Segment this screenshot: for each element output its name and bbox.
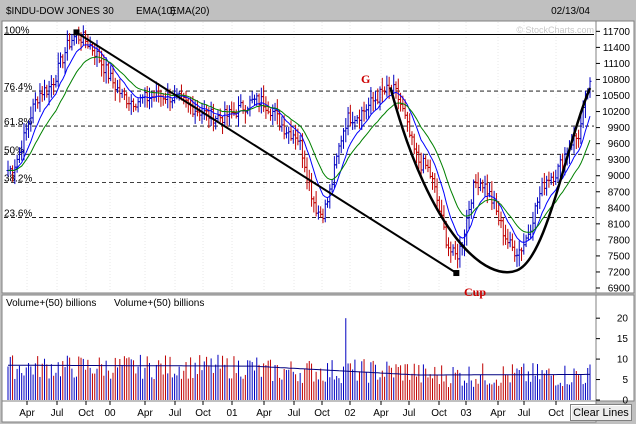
fib-levels: 100% 76.4% 61.8% 50% 38.2% 23.6% bbox=[4, 26, 594, 220]
volume-tick: 20 bbox=[617, 314, 629, 325]
x-tick-label: Jul bbox=[288, 408, 301, 419]
x-tick-label: Oct bbox=[195, 408, 211, 419]
price-tick: 11400 bbox=[603, 43, 631, 54]
price-tick: 9000 bbox=[608, 171, 631, 182]
fib-level-label: 38.2% bbox=[4, 174, 32, 185]
volume-tick: 10 bbox=[617, 355, 629, 366]
volume-tick: 15 bbox=[617, 334, 629, 345]
volume-panel bbox=[1, 294, 597, 402]
x-tick-label: Apr bbox=[19, 408, 35, 419]
g-label: G bbox=[361, 72, 370, 86]
clear-lines-button[interactable]: Clear Lines bbox=[570, 404, 632, 421]
price-tick: 7200 bbox=[608, 267, 631, 278]
price-tick: 9900 bbox=[608, 123, 631, 134]
cup-label: Cup bbox=[464, 285, 486, 299]
price-tick: 10500 bbox=[602, 91, 630, 102]
volume-ma-line bbox=[8, 364, 590, 376]
symbol-title: $INDU-DOW JONES 30 bbox=[6, 6, 114, 17]
x-tick-label: Oct bbox=[78, 408, 94, 419]
x-tick-label: Apr bbox=[373, 408, 389, 419]
ema20-line bbox=[7, 56, 591, 233]
price-tick: 7500 bbox=[608, 251, 631, 262]
ema10-line bbox=[7, 44, 591, 244]
x-tick-label: 02 bbox=[344, 408, 356, 419]
ema10-legend: EMA(10) bbox=[136, 6, 175, 17]
volume-title: Volume+(50) billions bbox=[6, 298, 96, 309]
price-tick: 10200 bbox=[602, 107, 630, 118]
x-tick-label: Oct bbox=[314, 408, 330, 419]
fib-level-label: 50% bbox=[4, 145, 24, 156]
x-tick-label: 00 bbox=[104, 408, 116, 419]
volume-bars bbox=[7, 318, 591, 400]
fib-level-label: 23.6% bbox=[4, 209, 32, 220]
volume-tick: 5 bbox=[622, 375, 628, 386]
ema-lines bbox=[7, 44, 591, 244]
x-axis: Apr Jul Oct 00 Apr Jul Oct 01 Apr Jul Oct 02 Apr Jul O… bbox=[19, 401, 564, 419]
price-panel bbox=[1, 20, 597, 294]
price-tick: 11700 bbox=[603, 27, 631, 38]
fib-level-label: 100% bbox=[4, 26, 30, 37]
downtrend-line bbox=[75, 31, 457, 274]
trend-handle bbox=[453, 270, 460, 277]
price-tick: 8700 bbox=[608, 187, 631, 198]
watermark: © StockCharts.com bbox=[516, 25, 594, 35]
x-tick-label: Jul bbox=[403, 408, 416, 419]
trend-handle bbox=[73, 29, 80, 36]
price-tick: 7800 bbox=[608, 235, 631, 246]
price-tick: 6900 bbox=[608, 284, 631, 295]
x-tick-label: Apr bbox=[137, 408, 153, 419]
fib-level-label: 76.4% bbox=[4, 82, 32, 93]
chart-date: 02/13/04 bbox=[551, 6, 590, 17]
x-tick-label: Oct bbox=[431, 408, 447, 419]
ema20-legend: EMA(20) bbox=[170, 6, 209, 17]
fib-level-label: 61.8% bbox=[4, 117, 32, 128]
price-tick: 9600 bbox=[608, 139, 631, 150]
volume-axis: 20 15 10 5 0 bbox=[596, 314, 628, 407]
price-tick: 11100 bbox=[604, 59, 631, 70]
price-tick: 9300 bbox=[608, 155, 631, 166]
cup-curve bbox=[389, 87, 592, 274]
volume-axis-panel bbox=[595, 294, 635, 402]
price-axis-panel bbox=[595, 20, 635, 294]
trend-annotations bbox=[73, 29, 592, 277]
price-axis: 11700 11400 11100 10800 10500 10200 9900 9600 93… bbox=[596, 27, 630, 295]
volume-tick: 0 bbox=[622, 396, 628, 407]
x-tick-label: Apr bbox=[256, 408, 272, 419]
x-tick-label: Apr bbox=[490, 408, 506, 419]
x-tick-label: Jul bbox=[169, 408, 182, 419]
x-tick-label: Oct bbox=[548, 408, 564, 419]
x-tick-label: Jul bbox=[51, 408, 64, 419]
price-tick: 8400 bbox=[608, 203, 631, 214]
x-tick-label: Jul bbox=[518, 408, 531, 419]
x-tick-label: 01 bbox=[226, 408, 238, 419]
price-tick: 10800 bbox=[602, 75, 630, 86]
price-tick: 8100 bbox=[608, 219, 631, 230]
volume-title-2: Volume+(50) billions bbox=[114, 298, 204, 309]
x-tick-label: 03 bbox=[460, 408, 472, 419]
